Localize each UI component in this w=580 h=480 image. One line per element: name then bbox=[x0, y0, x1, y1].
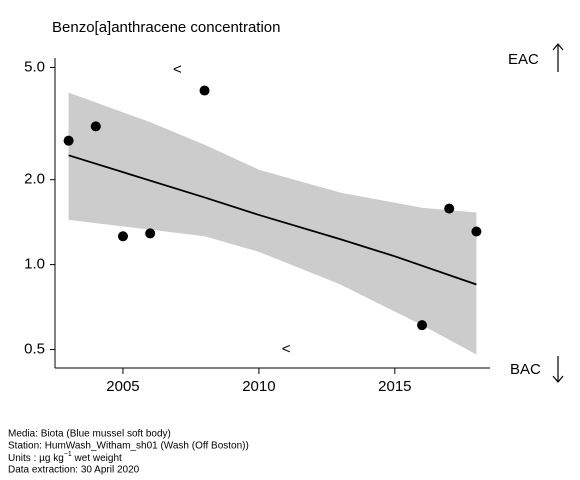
censored-point: < bbox=[282, 340, 291, 357]
x-tick-label: 2005 bbox=[106, 378, 139, 395]
y-tick-label: 1.0 bbox=[24, 256, 45, 273]
footer-line: Media: Biota (Blue mussel soft body) bbox=[8, 429, 171, 440]
chart-title: Benzo[a]anthracene concentration bbox=[52, 19, 281, 36]
confidence-band bbox=[68, 92, 477, 355]
y-tick-label: 2.0 bbox=[24, 171, 45, 188]
data-point bbox=[471, 226, 482, 237]
footer-line: Data extraction: 30 April 2020 bbox=[8, 465, 140, 476]
data-point bbox=[444, 203, 455, 214]
data-point bbox=[117, 231, 128, 242]
trend-line bbox=[68, 154, 477, 286]
eac-arrow bbox=[552, 43, 564, 72]
data-point bbox=[145, 228, 156, 239]
data-point bbox=[90, 121, 101, 132]
units-line: Units : µg kg−1 wet weight bbox=[8, 451, 122, 464]
bac-arrow bbox=[552, 356, 564, 383]
x-tick-label: 2010 bbox=[242, 378, 275, 395]
data-point bbox=[417, 320, 428, 331]
data-point bbox=[63, 135, 74, 146]
bac-label: BAC bbox=[510, 361, 541, 378]
y-tick-label: 5.0 bbox=[24, 58, 45, 75]
data-point bbox=[199, 85, 210, 96]
censored-point: < bbox=[173, 61, 182, 78]
y-tick-label: 0.5 bbox=[24, 340, 45, 357]
x-tick-label: 2015 bbox=[378, 378, 411, 395]
eac-label: EAC bbox=[508, 51, 539, 68]
footer-line: Station: HumWash_Witham_sh01 (Wash (Off … bbox=[8, 441, 249, 452]
